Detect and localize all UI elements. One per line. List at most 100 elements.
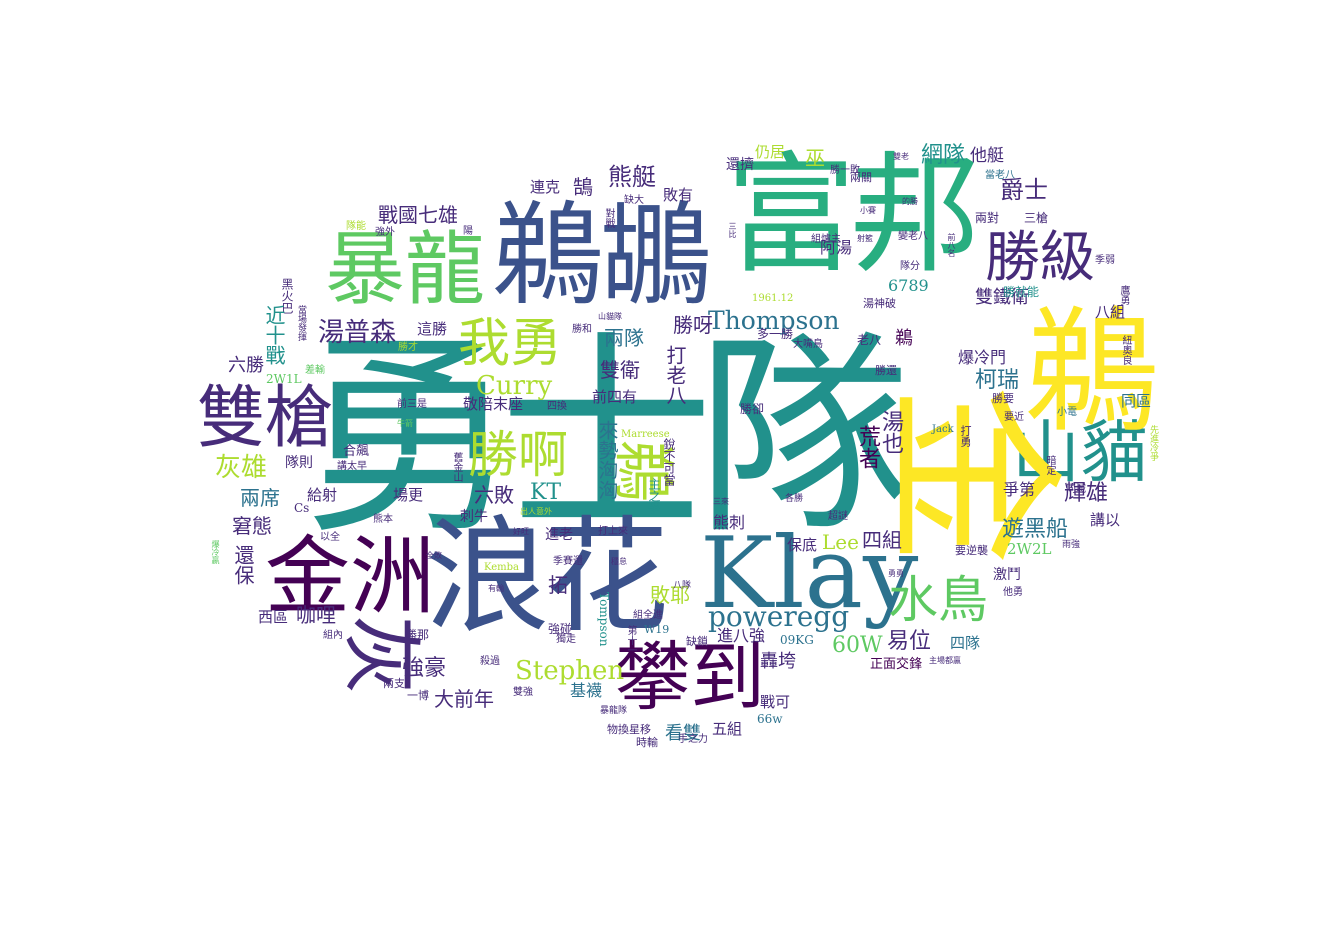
word: 他勇: [1003, 587, 1023, 598]
word: 網隊: [921, 143, 966, 168]
word: 勝就能: [1003, 285, 1040, 299]
word: 射籃: [857, 234, 873, 243]
word: 多一勝: [757, 327, 794, 341]
word: 一博: [407, 689, 429, 702]
word: 第十一: [625, 625, 636, 655]
word: 陽: [463, 226, 473, 237]
word: 的勝: [902, 197, 918, 206]
word: 水鳥: [888, 571, 988, 629]
word: 勝級: [985, 225, 1096, 289]
word: 激鬥: [993, 567, 1021, 583]
word: 全敗: [426, 551, 442, 560]
word: 要近: [1004, 412, 1024, 423]
word: 紐奧良: [1120, 335, 1131, 365]
word: 舊金山: [451, 452, 462, 482]
word: 三來: [713, 497, 729, 506]
word: 保底: [787, 536, 818, 554]
word: 還擠: [726, 157, 754, 173]
word: Curry: [476, 371, 553, 401]
word: 變老八: [898, 231, 928, 242]
word: 講以: [1090, 511, 1121, 529]
word: 小賽: [860, 206, 876, 215]
word: 兩支: [383, 677, 405, 690]
word: Klay: [700, 517, 919, 631]
word: 山貓隊: [598, 312, 622, 321]
word: 近十戰: [262, 305, 286, 365]
word: 暴龍: [325, 223, 485, 316]
word: Stephen: [515, 656, 625, 686]
word: 手之力: [678, 734, 708, 745]
word: 殺過: [480, 656, 500, 667]
word: 西區: [258, 608, 289, 626]
word: 季賽還: [553, 556, 583, 567]
word: 輝雄: [1064, 481, 1109, 506]
word: 湯也: [878, 410, 903, 454]
word: 主場都贏: [929, 656, 961, 665]
word: 隊能: [346, 221, 366, 232]
word: 山貓: [1012, 414, 1149, 493]
word: 組內: [323, 630, 343, 641]
word: 大前年: [434, 687, 494, 711]
word: 組全進: [633, 610, 663, 621]
word: 八組: [1095, 303, 1126, 321]
word: 勝和: [572, 324, 592, 335]
word: 金洲: [265, 528, 436, 627]
word: 60W: [832, 633, 883, 658]
word: 好旺: [513, 527, 529, 536]
word: 浪花: [425, 505, 669, 650]
word: 黑火巴: [280, 278, 294, 314]
word: 6789: [888, 276, 929, 295]
word: 勝還: [875, 364, 897, 377]
word: 爵士: [1000, 176, 1048, 204]
word: 轟垮: [760, 651, 796, 672]
word: 隊則: [285, 455, 313, 471]
word: 雙強: [513, 687, 533, 698]
word: 兩隊: [604, 326, 644, 350]
word: 仍居: [755, 143, 786, 161]
word: 主之爭: [647, 478, 661, 514]
word: poweregg: [708, 600, 850, 633]
word: 1961.12: [752, 293, 794, 304]
word: 暗定: [1044, 455, 1055, 475]
word: 敬陪末座: [463, 395, 524, 413]
word: Tompson: [597, 592, 611, 647]
word: 荒者: [855, 425, 880, 469]
word: 戰可: [760, 693, 791, 711]
word: 雙鐵衛: [975, 287, 1029, 308]
word: 前四有: [592, 388, 638, 406]
word: 合飆: [343, 444, 370, 459]
word: 超謎: [828, 511, 848, 522]
word: 2W2L: [1007, 540, 1052, 558]
word: 勇士隊: [302, 312, 911, 563]
word: Cs: [294, 501, 310, 515]
word: 大嘴鳥: [793, 339, 823, 350]
word: 差輸: [305, 365, 325, 376]
word: 勝呀: [673, 313, 713, 337]
word: 五組: [712, 720, 743, 738]
word: Jack: [932, 424, 954, 435]
word: 當老八: [985, 170, 1015, 181]
word: 我勇: [458, 314, 563, 374]
word: 灰: [334, 615, 427, 695]
word: 勝啊: [468, 426, 568, 484]
word: 各勝: [785, 494, 804, 504]
word: 出人意外: [520, 507, 552, 516]
word: 正面交鋒: [870, 657, 923, 672]
word: 雨強: [1062, 540, 1081, 550]
word: 鵠: [573, 175, 593, 199]
word: 熊艇: [608, 163, 656, 191]
word: 爭第: [1003, 480, 1036, 499]
word: W19: [644, 623, 670, 636]
word: KT: [530, 480, 562, 505]
word: 熊刺: [713, 513, 746, 532]
word: 當場發揮: [296, 305, 306, 341]
word: 打上來: [598, 526, 628, 537]
word: 咖哩: [296, 603, 336, 627]
word: 09KG: [780, 633, 814, 647]
word: 兩關: [850, 171, 872, 184]
word: 老八: [857, 333, 882, 347]
word: 組爐主: [811, 234, 841, 245]
word: 隊分: [900, 261, 920, 272]
word: 基襪: [570, 681, 603, 700]
